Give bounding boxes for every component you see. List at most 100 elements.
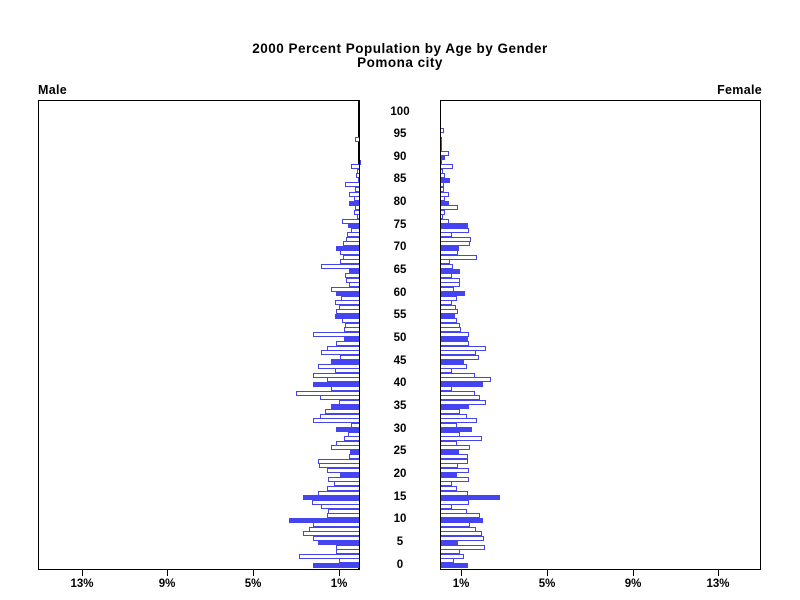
female-bar-age-29 — [440, 432, 460, 437]
right-pct-label-5: 5% — [538, 578, 556, 590]
chart-title-line1: 2000 Percent Population by Age by Gender — [252, 41, 548, 56]
female-bar-age-46 — [440, 355, 479, 360]
female-bar-age-80 — [440, 201, 449, 206]
age-axis-label-85: 85 — [393, 173, 407, 185]
right-pct-label-13: 13% — [706, 578, 730, 590]
male-bar-age-19 — [328, 477, 360, 482]
male-bar-age-61 — [331, 287, 360, 292]
right-pct-tick-9 — [633, 570, 634, 576]
female-bar-age-91 — [440, 151, 449, 156]
female-bar-age-2 — [440, 554, 464, 559]
female-bar-age-61 — [440, 287, 454, 292]
male-bar-age-68 — [343, 255, 360, 260]
age-axis-label-15: 15 — [393, 491, 407, 503]
female-bar-age-0 — [440, 563, 468, 568]
age-axis-label-10: 10 — [393, 513, 407, 525]
male-bar-age-66 — [321, 264, 360, 269]
age-axis-label-55: 55 — [393, 309, 407, 321]
female-bar-age-14 — [440, 500, 469, 505]
right-pct-tick-13 — [718, 570, 719, 576]
age-axis-label-65: 65 — [393, 264, 407, 276]
male-bar-age-57 — [339, 305, 360, 310]
age-axis-label-95: 95 — [393, 128, 407, 140]
male-bar-age-36 — [339, 400, 360, 405]
female-bar-age-44 — [440, 364, 467, 369]
female-bar-age-65 — [440, 269, 460, 274]
female-axis-baseline — [440, 100, 441, 570]
male-bar-age-55 — [335, 314, 360, 319]
female-bar-age-42 — [440, 373, 475, 378]
male-bar-age-12 — [328, 509, 360, 514]
male-bar-age-48 — [327, 346, 360, 351]
left-pct-tick-5 — [253, 570, 254, 576]
female-bar-age-17 — [440, 486, 457, 491]
male-bar-age-16 — [318, 491, 360, 496]
female-bar-age-19 — [440, 477, 469, 482]
age-axis-label-90: 90 — [393, 151, 407, 163]
female-bar-age-70 — [440, 246, 459, 251]
female-panel — [440, 100, 761, 570]
left-pct-label-1: 1% — [330, 578, 348, 590]
male-bar-age-10 — [289, 518, 360, 523]
male-axis-baseline — [359, 100, 360, 570]
female-bar-age-23 — [440, 459, 468, 464]
age-axis-label-0: 0 — [396, 559, 404, 571]
age-axis-label-20: 20 — [393, 468, 407, 480]
left-pct-label-9: 9% — [158, 578, 176, 590]
female-bar-age-36 — [440, 400, 486, 405]
male-bar-age-6 — [313, 536, 360, 541]
female-bar-age-68 — [440, 255, 477, 260]
female-bar-age-85 — [440, 178, 450, 183]
male-bar-age-51 — [313, 332, 360, 337]
age-axis-label-45: 45 — [393, 355, 407, 367]
right-pct-tick-5 — [547, 570, 548, 576]
female-bar-age-12 — [440, 509, 467, 514]
male-bar-age-33 — [320, 414, 360, 419]
male-bar-age-34 — [325, 409, 360, 414]
right-pct-label-1: 1% — [452, 578, 470, 590]
male-bar-age-59 — [341, 296, 360, 301]
age-axis-label-5: 5 — [396, 536, 404, 548]
left-pct-tick-9 — [167, 570, 168, 576]
male-bar-age-70 — [336, 246, 360, 251]
female-bar-age-74 — [440, 228, 469, 233]
male-bar-age-23 — [318, 459, 360, 464]
male-panel-label: Male — [38, 83, 67, 97]
female-bar-age-66 — [440, 264, 453, 269]
female-bar-age-33 — [440, 414, 467, 419]
female-bar-age-6 — [440, 536, 484, 541]
male-bar-age-14 — [312, 500, 360, 505]
male-bar-age-53 — [345, 323, 360, 328]
age-axis-label-100: 100 — [390, 106, 410, 118]
female-bar-age-8 — [440, 527, 476, 532]
male-bar-age-21 — [327, 468, 360, 473]
male-bar-age-50 — [344, 337, 360, 342]
male-bar-age-4 — [336, 545, 360, 550]
female-bar-age-38 — [440, 391, 475, 396]
female-bar-age-27 — [440, 441, 457, 446]
female-bar-age-53 — [440, 323, 460, 328]
male-panel — [38, 100, 359, 570]
female-bar-age-63 — [440, 278, 460, 283]
age-axis-label-80: 80 — [393, 196, 407, 208]
left-pct-label-13: 13% — [70, 578, 94, 590]
left-pct-tick-1 — [339, 570, 340, 576]
female-bar-age-82 — [440, 192, 449, 197]
chart-title-line2: Pomona city — [357, 55, 443, 70]
age-axis-label-75: 75 — [393, 219, 407, 231]
female-bar-age-59 — [440, 296, 457, 301]
female-bar-age-10 — [440, 518, 483, 523]
female-bar-age-4 — [440, 545, 485, 550]
male-bar-age-17 — [327, 486, 360, 491]
female-bar-age-40 — [440, 382, 483, 387]
male-bar-age-2 — [299, 554, 360, 559]
female-bar-age-25 — [440, 450, 459, 455]
age-axis-label-30: 30 — [393, 423, 407, 435]
male-bar-age-27 — [336, 441, 360, 446]
male-bar-age-8 — [309, 527, 360, 532]
female-bar-age-57 — [440, 305, 456, 310]
male-bar-age-44 — [318, 364, 360, 369]
male-bar-age-63 — [346, 278, 360, 283]
age-axis-label-40: 40 — [393, 377, 407, 389]
